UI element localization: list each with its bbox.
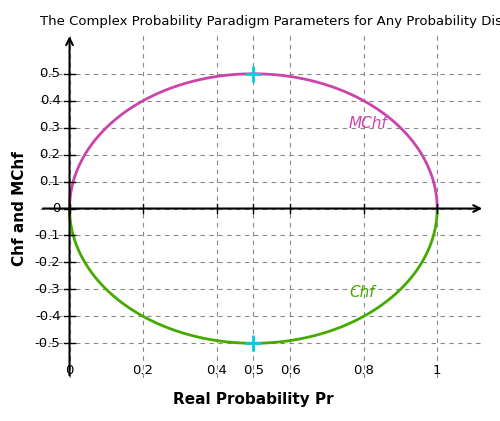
Text: 0.8: 0.8 <box>353 364 374 377</box>
Text: Real Probability Pr: Real Probability Pr <box>173 392 334 407</box>
Text: -0.1: -0.1 <box>35 229 60 242</box>
Text: 0.5: 0.5 <box>40 67 60 80</box>
Text: 0.4: 0.4 <box>206 364 227 377</box>
Text: -0.3: -0.3 <box>35 283 60 296</box>
Text: 0.2: 0.2 <box>132 364 154 377</box>
Text: Chf: Chf <box>349 285 374 301</box>
Text: 0: 0 <box>52 202 60 215</box>
Text: 0.6: 0.6 <box>280 364 300 377</box>
Text: -0.4: -0.4 <box>35 310 60 323</box>
Text: 0.2: 0.2 <box>40 148 60 161</box>
Text: 0.1: 0.1 <box>40 175 60 188</box>
Text: 0.3: 0.3 <box>40 121 60 134</box>
Text: Chf and MChf: Chf and MChf <box>12 151 28 266</box>
Text: MChf: MChf <box>349 116 388 131</box>
Text: The Complex Probability Paradigm Parameters for Any Probability Distribution: The Complex Probability Paradigm Paramet… <box>40 15 500 28</box>
Text: -0.2: -0.2 <box>35 256 60 269</box>
Text: 0.4: 0.4 <box>40 94 60 107</box>
Text: 1: 1 <box>433 364 442 377</box>
Text: -0.5: -0.5 <box>35 337 60 350</box>
Text: 0.5: 0.5 <box>243 364 264 377</box>
Text: 0: 0 <box>66 364 74 377</box>
